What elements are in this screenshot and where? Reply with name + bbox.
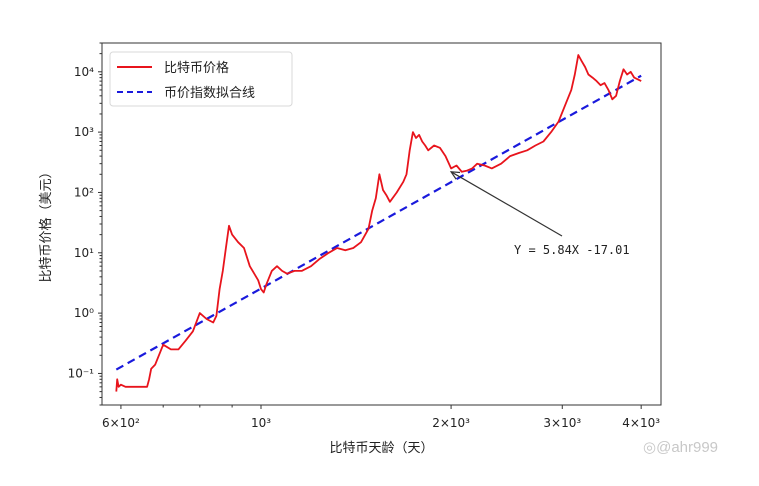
legend-box xyxy=(109,51,293,107)
x-tick-label: 3×10³ xyxy=(543,416,581,430)
x-axis-title: 比特币天龄（天） xyxy=(329,441,433,456)
y-tick-label: 10⁴ xyxy=(74,65,94,79)
y-tick-label: 10⁻¹ xyxy=(68,366,95,380)
x-tick-label: 10³ xyxy=(251,416,271,430)
y-axis: 10⁻¹ 10⁰ 10¹ 10² 10³ 10⁴ xyxy=(68,42,102,406)
price-line xyxy=(115,54,642,392)
annotation-arrow-icon xyxy=(450,171,563,237)
legend-label-fit: 币价指数拟合线 xyxy=(164,86,255,101)
x-tick-label: 6×10² xyxy=(102,416,140,430)
y-tick-label: 10⁰ xyxy=(74,306,94,320)
y-tick-label: 10³ xyxy=(74,125,94,139)
fit-line xyxy=(115,74,642,371)
fit-equation-text: Y = 5.84X -17.01 xyxy=(514,243,630,257)
fit-equation-annotation: Y = 5.84X -17.01 xyxy=(449,171,630,257)
watermark: ◎@ahr999 xyxy=(643,438,718,456)
x-axis: 6×10² 10³ 2×10³ 3×10³ 4×10³ xyxy=(102,405,660,430)
arrowhead-icon xyxy=(449,171,461,180)
watermark-text: @ahr999 xyxy=(656,439,719,456)
x-tick-label: 2×10³ xyxy=(432,416,470,430)
weibo-icon: ◎ xyxy=(643,439,657,456)
legend-label-price: 比特币价格 xyxy=(164,60,229,76)
legend: 比特币价格 币价指数拟合线 xyxy=(109,51,293,107)
y-tick-label: 10¹ xyxy=(74,246,94,260)
y-axis-title: 比特币价格（美元） xyxy=(38,165,54,282)
x-tick-label: 4×10³ xyxy=(622,416,660,430)
y-tick-label: 10² xyxy=(74,185,94,199)
